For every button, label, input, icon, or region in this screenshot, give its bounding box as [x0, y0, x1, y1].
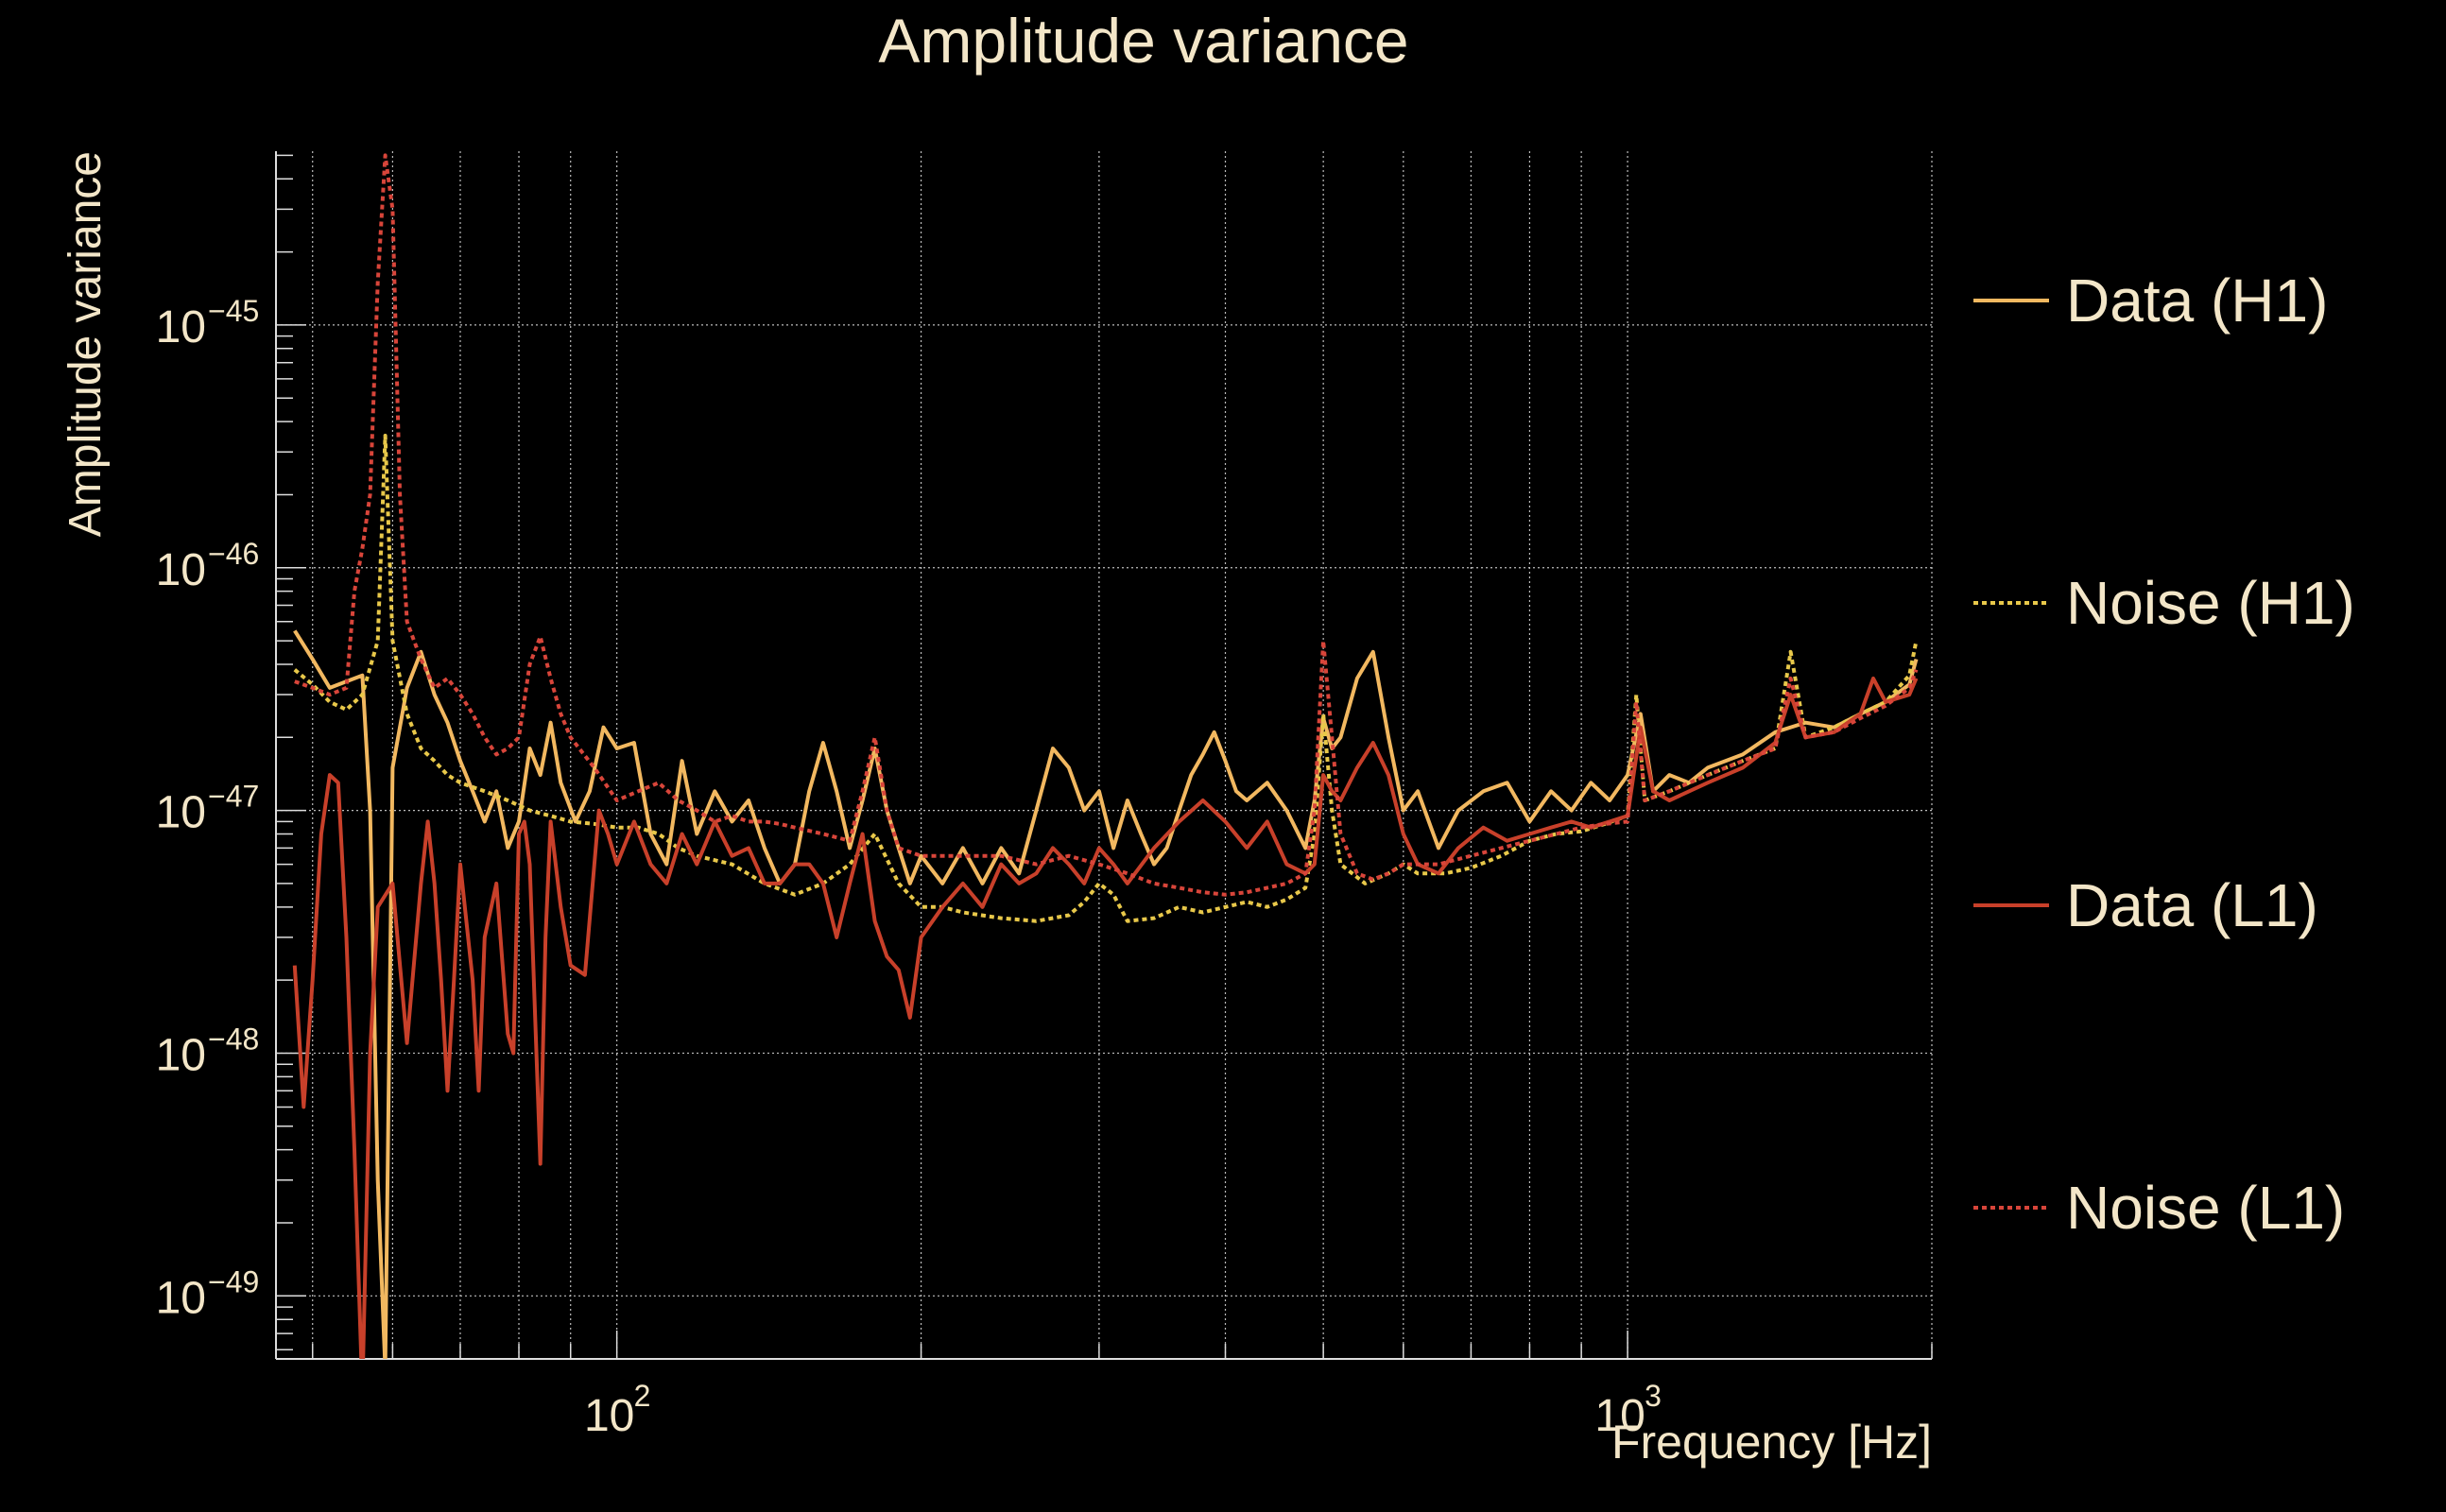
legend: Data (H1) Noise (H1) Data (L1) Noise (L1): [1973, 266, 2355, 1242]
series-line-4: [294, 153, 1919, 897]
y-tick-label: 10: [156, 302, 206, 352]
y-tick-label-exponent: −46: [208, 537, 259, 571]
plot-area: [276, 151, 1932, 1359]
legend-label: Noise (H1): [2066, 569, 2355, 637]
legend-label: Noise (L1): [2066, 1174, 2345, 1242]
y-tick-label: 10: [156, 788, 206, 838]
series-lines: [292, 153, 1919, 1359]
series-line-2: [293, 434, 1919, 923]
x-tick-label: 10: [584, 1391, 634, 1441]
x-axis-label: Frequency [Hz]: [1611, 1416, 1932, 1469]
series-line-1: [293, 629, 1919, 1359]
legend-label: Data (L1): [2066, 871, 2318, 939]
legend-label: Data (H1): [2066, 266, 2328, 335]
y-tick-label-exponent: −45: [208, 294, 259, 328]
x-tick-label: 10: [1594, 1391, 1645, 1441]
y-tick-label: 10: [156, 1273, 206, 1323]
series-line-3: [292, 676, 1919, 1359]
axes: [275, 151, 1933, 1360]
y-tick-label-exponent: −48: [208, 1022, 259, 1056]
x-tick-label-exponent: 2: [634, 1379, 651, 1413]
y-tick-label: 10: [156, 545, 206, 595]
grid-lines: [276, 151, 1933, 1359]
chart-title: Amplitude variance: [878, 6, 1408, 76]
x-tick-labels: 10 2 10 3: [584, 1379, 1662, 1441]
y-tick-label: 10: [156, 1030, 206, 1080]
y-tick-label-exponent: −47: [208, 780, 259, 814]
y-tick-label-exponent: −49: [208, 1264, 259, 1298]
x-tick-label-exponent: 3: [1645, 1379, 1662, 1413]
y-axis-label: Amplitude variance: [60, 151, 111, 537]
